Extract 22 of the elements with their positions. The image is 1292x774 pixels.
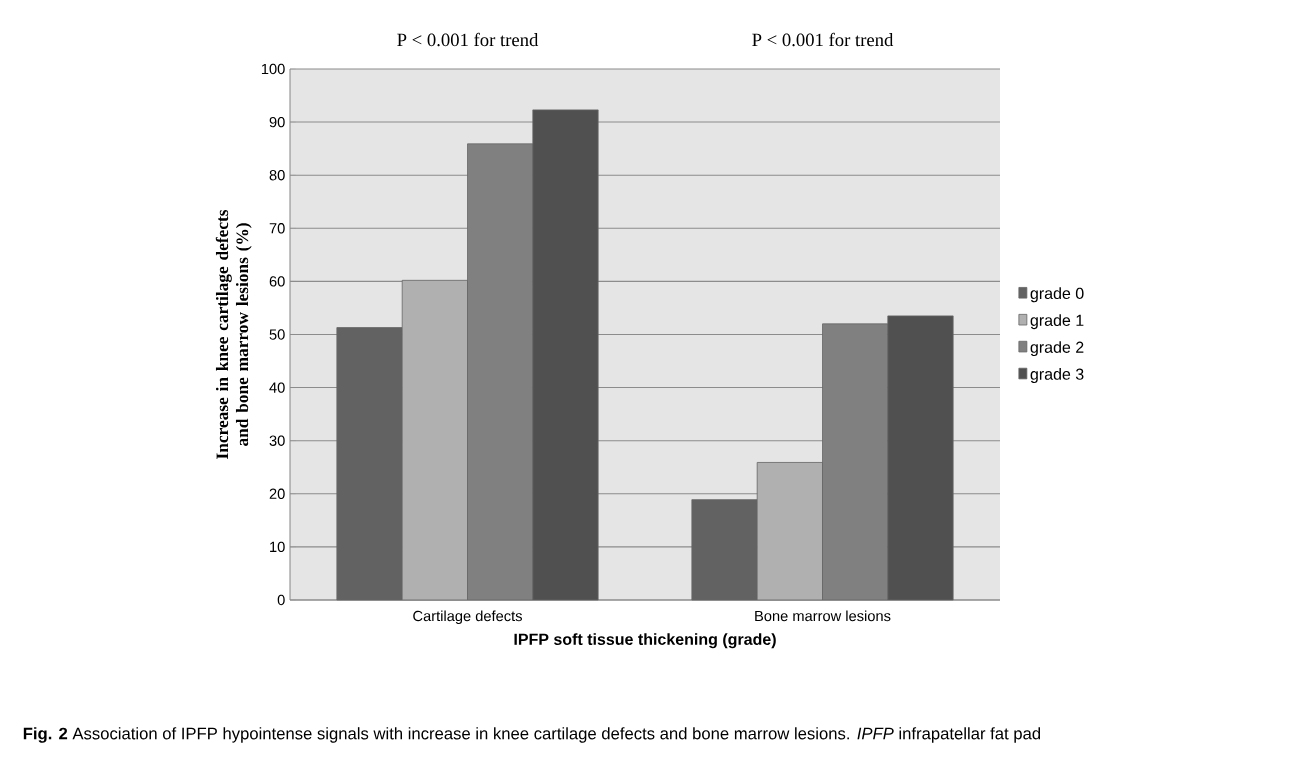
- y-tick-label: 40: [269, 382, 285, 393]
- text: P < 0.001 for trend: [752, 32, 894, 47]
- y-tick-label: 100: [261, 63, 285, 75]
- y-tick-label: 30: [269, 435, 285, 446]
- text: Fig. 2 Association of IPFP hypointense signals with increase in knee cartilage defects and bone marrow lesions. IPFP infrapatellar fat pad: [23, 727, 1041, 743]
- y-tick-label: 0: [277, 594, 285, 606]
- y-axis-title: Increase in knee cartilage defects and bone marrow lesions (%): [215, 209, 252, 459]
- y-tick-label: 50: [269, 329, 285, 340]
- legend-label: grade 3: [1030, 368, 1084, 383]
- y-tick-label: 60: [269, 276, 285, 287]
- legend-label: grade 2: [1030, 341, 1084, 357]
- legend-label: grade 1: [1030, 314, 1084, 330]
- x-tick-label: Bone marrow lesions: [755, 610, 891, 622]
- legend-label: grade 0: [1030, 287, 1084, 303]
- y-tick-label: 80: [269, 170, 285, 181]
- x-axis-title: IPFP soft tissue thickening (grade): [514, 633, 776, 649]
- y-tick-label: 10: [270, 541, 285, 553]
- x-tick-label: Cartilage defects: [413, 610, 522, 625]
- y-tick-label: 90: [269, 116, 285, 128]
- text: P < 0.001 for trend: [397, 32, 539, 47]
- y-tick-label: 70: [269, 223, 285, 234]
- y-tick-label: 20: [269, 488, 285, 499]
